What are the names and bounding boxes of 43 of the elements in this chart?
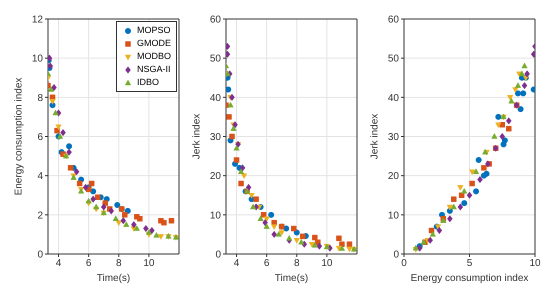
y-tick-label: 50 bbox=[388, 54, 400, 65]
y-tick-label: 10 bbox=[388, 210, 400, 222]
y-tick-label: 8 bbox=[37, 92, 44, 104]
y-tick-label: 12 bbox=[32, 14, 44, 26]
legend-label: IDBO bbox=[136, 76, 159, 89]
x-tick-label: 10 bbox=[143, 258, 155, 270]
x-tick-label: 4 bbox=[234, 258, 240, 270]
y-tick-label: 0 bbox=[215, 250, 222, 261]
y-tick-label: 20 bbox=[388, 171, 400, 182]
legend-label: MODBO bbox=[136, 50, 171, 63]
legend-label: NSGA-II bbox=[136, 63, 170, 76]
y-tick-label: 6 bbox=[37, 132, 44, 144]
x-tick-label: 10 bbox=[529, 258, 541, 270]
y-tick-label: 40 bbox=[388, 92, 400, 104]
y-tick-label: 10 bbox=[210, 210, 222, 222]
x-tick-label: 8 bbox=[294, 258, 300, 270]
x-tick-label: 6 bbox=[264, 258, 270, 270]
y-axis-title: Jerk index bbox=[192, 114, 203, 160]
y-axis-title: Energy consumption index bbox=[14, 78, 25, 196]
y-tick-label: 50 bbox=[210, 54, 222, 65]
y-tick-label: 4 bbox=[37, 171, 44, 182]
y-tick-label: 30 bbox=[210, 132, 222, 144]
y-tick-label: 40 bbox=[210, 92, 222, 104]
x-axis-title: Energy consumption index bbox=[410, 273, 528, 284]
y-tick-label: 30 bbox=[388, 132, 400, 144]
y-tick-label: 0 bbox=[393, 250, 400, 261]
legend-label: GMODE bbox=[136, 37, 171, 50]
x-tick-label: 10 bbox=[321, 258, 333, 270]
x-tick-label: 8 bbox=[116, 258, 122, 270]
y-axis-title: Jerk index bbox=[370, 114, 381, 160]
x-axis-title: Time(s) bbox=[96, 273, 130, 284]
y-tick-label: 60 bbox=[388, 14, 400, 26]
x-axis-title: Time(s) bbox=[274, 273, 308, 284]
legend-label: MOPSO bbox=[136, 24, 170, 37]
x-tick-label: 5 bbox=[466, 258, 473, 270]
x-tick-label: 6 bbox=[86, 258, 92, 270]
y-tick-label: 60 bbox=[210, 14, 222, 26]
y-tick-label: 20 bbox=[210, 171, 222, 182]
x-tick-label: 4 bbox=[56, 258, 62, 270]
y-tick-label: 2 bbox=[37, 210, 44, 222]
y-tick-label: 0 bbox=[37, 250, 44, 261]
x-tick-label: 0 bbox=[401, 258, 408, 270]
y-tick-label: 10 bbox=[32, 54, 44, 65]
